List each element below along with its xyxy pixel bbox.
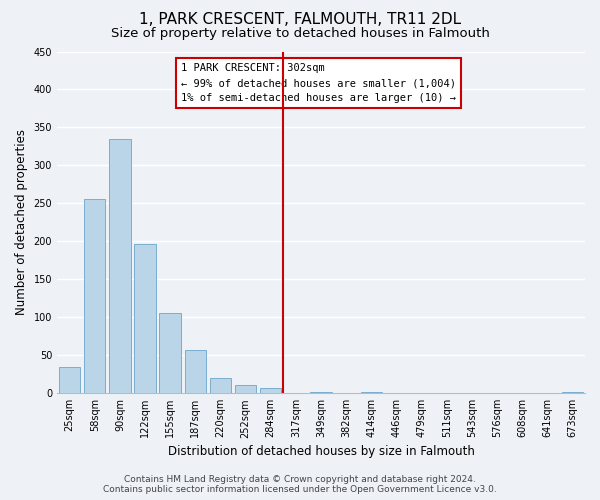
Text: 1, PARK CRESCENT, FALMOUTH, TR11 2DL: 1, PARK CRESCENT, FALMOUTH, TR11 2DL	[139, 12, 461, 28]
Text: 1 PARK CRESCENT: 302sqm
← 99% of detached houses are smaller (1,004)
1% of semi-: 1 PARK CRESCENT: 302sqm ← 99% of detache…	[181, 64, 456, 103]
Bar	[84, 199, 106, 393]
Bar	[185, 350, 206, 393]
Text: Size of property relative to detached houses in Falmouth: Size of property relative to detached ho…	[110, 26, 490, 40]
X-axis label: Distribution of detached houses by size in Falmouth: Distribution of detached houses by size …	[167, 444, 475, 458]
Bar	[59, 366, 80, 393]
Bar	[260, 388, 281, 393]
Y-axis label: Number of detached properties: Number of detached properties	[15, 130, 28, 316]
Bar	[109, 139, 131, 393]
Bar	[160, 314, 181, 393]
Bar	[562, 392, 583, 393]
Bar	[134, 244, 156, 393]
Bar	[310, 392, 332, 393]
Bar	[210, 378, 231, 393]
Bar	[235, 385, 256, 393]
Bar	[361, 392, 382, 393]
Text: Contains HM Land Registry data © Crown copyright and database right 2024.
Contai: Contains HM Land Registry data © Crown c…	[103, 474, 497, 494]
